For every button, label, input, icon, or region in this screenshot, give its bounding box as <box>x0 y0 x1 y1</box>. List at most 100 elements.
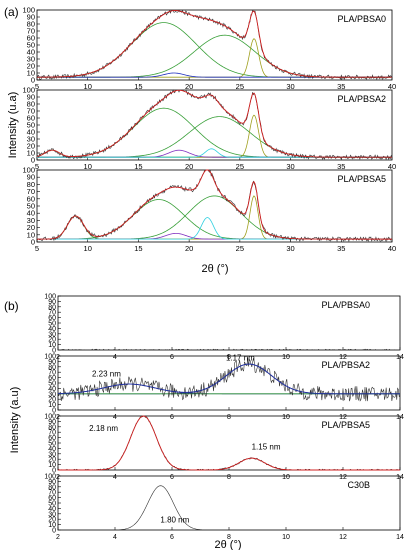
y-tick-label: 80 <box>27 20 35 29</box>
x-tick-label: 35 <box>337 244 345 253</box>
fit-curve <box>36 89 392 158</box>
y-tick-label: 60 <box>27 114 35 123</box>
panel-b-label: (b) <box>4 299 19 313</box>
y-tick-label: 0 <box>31 76 35 85</box>
y-tick-label: 30 <box>48 451 56 458</box>
peak-annotation: 1.80 nm <box>160 515 189 524</box>
y-tick-label: 90 <box>27 173 35 182</box>
chart-title: PLA/PBSA5 <box>321 420 370 430</box>
x-tick-label: 35 <box>337 162 345 171</box>
fit-curve <box>58 415 400 471</box>
chart-title: PLA/PBSA5 <box>337 174 386 184</box>
y-tick-label: 100 <box>22 86 35 95</box>
y-tick-label: 40 <box>48 386 56 393</box>
y-tick-label: 80 <box>48 484 56 491</box>
y-tick-label: 100 <box>44 474 56 481</box>
x-tick-label: 10 <box>84 244 92 253</box>
component-curve <box>37 116 392 158</box>
component-curve <box>37 22 392 78</box>
x-tick-label: 12 <box>339 414 347 421</box>
y-tick-label: 70 <box>48 490 56 497</box>
x-tick-label: 10 <box>84 162 92 171</box>
fit-curve <box>37 169 392 240</box>
x-tick-label: 15 <box>134 162 142 171</box>
y-tick-label: 80 <box>48 304 56 311</box>
x-tick-label: 4 <box>113 474 117 481</box>
y-tick-label: 70 <box>27 187 35 196</box>
x-tick-label: 10 <box>282 354 290 361</box>
x-tick-label: 14 <box>396 534 404 541</box>
chart-title: PLA/PBSA0 <box>321 300 370 310</box>
fit-curve <box>37 10 392 78</box>
component-curve <box>37 148 392 158</box>
component-curve <box>37 195 392 240</box>
y-tick-label: 30 <box>27 216 35 225</box>
x-tick-label: 10 <box>282 534 290 541</box>
y-tick-label: 20 <box>27 62 35 71</box>
x-tick-label: 20 <box>185 244 193 253</box>
x-tick-label: 12 <box>339 354 347 361</box>
x-tick-label: 25 <box>236 82 244 91</box>
component-curve <box>37 149 392 158</box>
x-tick-label: 30 <box>286 244 294 253</box>
x-tick-label: 12 <box>339 534 347 541</box>
y-tick-label: 30 <box>48 391 56 398</box>
component-curve <box>37 34 392 78</box>
y-tick-label: 30 <box>27 135 35 144</box>
y-tick-label: 20 <box>27 223 35 232</box>
x-tick-label: 8 <box>227 354 231 361</box>
y-tick-label: 0 <box>52 468 56 475</box>
x-tick-label: 8 <box>227 534 231 541</box>
y-tick-label: 10 <box>48 342 56 349</box>
x-tick-label: 4 <box>113 354 117 361</box>
y-tick-label: 50 <box>48 381 56 388</box>
y-tick-label: 60 <box>27 34 35 43</box>
component-curve <box>36 149 392 158</box>
x-tick-label: 5 <box>35 244 39 253</box>
y-tick-label: 60 <box>48 495 56 502</box>
y-tick-label: 80 <box>27 100 35 109</box>
y-tick-label: 50 <box>27 202 35 211</box>
y-tick-label: 20 <box>48 337 56 344</box>
y-tick-label: 100 <box>44 414 56 421</box>
y-tick-label: 50 <box>48 441 56 448</box>
y-tick-label: 80 <box>48 364 56 371</box>
x-tick-label: 10 <box>282 474 290 481</box>
y-tick-label: 100 <box>22 166 35 175</box>
data-curve <box>58 485 400 531</box>
y-tick-label: 70 <box>27 107 35 116</box>
y-tick-label: 70 <box>27 27 35 36</box>
panel-b-ylabel: Intensity (a.u) <box>9 387 21 454</box>
y-tick-label: 30 <box>27 55 35 64</box>
y-tick-label: 10 <box>48 462 56 469</box>
y-tick-label: 40 <box>48 446 56 453</box>
y-tick-label: 0 <box>52 408 56 415</box>
panel-a-xlabel: 2θ (°) <box>201 263 228 275</box>
y-tick-label: 70 <box>48 430 56 437</box>
y-tick-label: 90 <box>27 93 35 102</box>
y-tick-label: 90 <box>48 359 56 366</box>
y-tick-label: 90 <box>48 299 56 306</box>
y-tick-label: 50 <box>48 501 56 508</box>
x-tick-label: 35 <box>337 82 345 91</box>
y-tick-label: 70 <box>48 310 56 317</box>
y-tick-label: 40 <box>27 128 35 137</box>
x-tick-label: 6 <box>170 534 174 541</box>
y-tick-label: 20 <box>48 457 56 464</box>
y-tick-label: 60 <box>48 375 56 382</box>
y-tick-label: 20 <box>48 517 56 524</box>
x-tick-label: 4 <box>113 414 117 421</box>
x-tick-label: 25 <box>236 162 244 171</box>
x-tick-label: 40 <box>388 244 396 253</box>
y-tick-label: 0 <box>31 156 35 165</box>
x-tick-label: 30 <box>286 162 294 171</box>
x-tick-label: 5 <box>35 82 39 91</box>
y-tick-label: 10 <box>27 149 35 158</box>
